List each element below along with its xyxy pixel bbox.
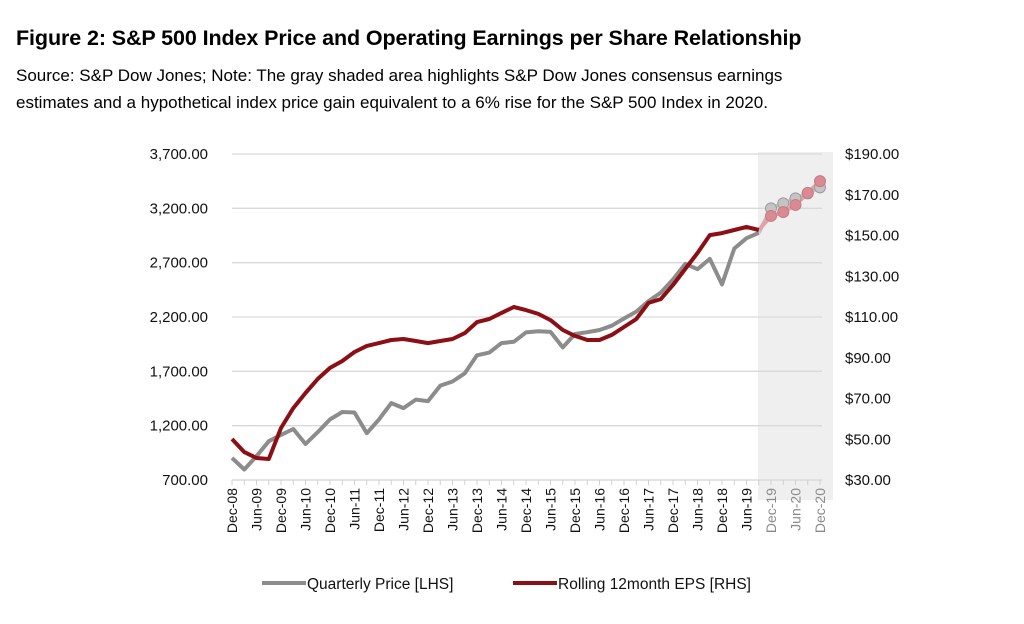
left-axis-tick-label: 2,200.00 (150, 309, 208, 326)
x-axis-tick-label: Jun-12 (396, 488, 412, 531)
x-axis-tick-label: Dec-12 (420, 488, 436, 533)
x-axis-tick-label: Dec-17 (665, 488, 681, 533)
figure-note: Source: S&P Dow Jones; Note: The gray sh… (16, 62, 1016, 116)
left-axis-tick-label: 700.00 (162, 472, 208, 489)
x-axis-tick-label: Jun-15 (543, 488, 559, 531)
left-axis-labels: 3,700.00 3,200.00 2,700.00 2,200.00 1,700.00… (150, 146, 208, 489)
series (230, 175, 826, 472)
price-line (230, 230, 760, 472)
left-axis-tick-label: 3,700.00 (150, 146, 208, 163)
x-axis-tick-label: Dec-09 (273, 488, 289, 533)
x-axis-tick-label: Jun-09 (249, 488, 265, 531)
right-axis-tick-label: $50.00 (845, 431, 891, 448)
x-axis-tick-label: Dec-18 (714, 488, 730, 533)
x-axis-tick-label: Jun-19 (739, 488, 755, 531)
right-axis-tick-label: $110.00 (845, 309, 898, 326)
x-axis: Dec-08 Jun-09 Dec-09 Jun-10 Dec-10 Jun-11 Dec-… (224, 479, 828, 533)
x-axis-tick-label: Dec-20 (812, 488, 828, 533)
figure-title: Figure 2: S&P 500 Index Price and Operat… (16, 26, 802, 50)
eps-projected-marker (789, 198, 802, 211)
x-axis-tick-label: Jun-14 (494, 488, 510, 531)
right-axis-tick-label: $90.00 (845, 350, 891, 367)
left-axis-tick-label: 1,700.00 (150, 363, 208, 380)
x-axis-tick-label: Dec-19 (763, 488, 779, 533)
x-axis-tick-label: Jun-16 (592, 488, 608, 531)
eps-line (230, 224, 760, 461)
x-axis-tick-label: Jun-11 (347, 488, 363, 530)
legend: Quarterly Price [LHS] Rolling 12month EPS… (262, 576, 751, 593)
left-axis-tick-label: 1,200.00 (150, 418, 208, 435)
x-axis-tick-label: Dec-11 (371, 488, 387, 532)
x-axis-tick-label: Dec-13 (469, 488, 485, 533)
x-axis-tick-label: Jun-17 (641, 488, 657, 531)
right-axis-tick-label: $30.00 (845, 472, 891, 489)
right-axis-tick-label: $190.00 (845, 146, 899, 163)
legend-label-eps: Rolling 12month EPS [RHS] (558, 576, 751, 593)
x-axis-tick-label: Dec-16 (616, 488, 632, 533)
right-axis-tick-label: $170.00 (845, 187, 899, 204)
eps-projected-marker (765, 209, 777, 222)
right-axis-tick-label: $70.00 (845, 391, 891, 408)
figure-note-line-1: Source: S&P Dow Jones; Note: The gray sh… (16, 66, 783, 85)
x-axis-tick-label: Jun-10 (298, 488, 314, 531)
right-axis-tick-label: $130.00 (845, 268, 899, 285)
figure-note-line-2: estimates and a hypothetical index price… (16, 93, 768, 112)
x-axis-tick-label: Jun-13 (445, 488, 461, 531)
left-axis-tick-label: 2,700.00 (150, 255, 208, 272)
x-axis-tick-label: Jun-20 (788, 488, 804, 531)
eps-projected-marker (801, 186, 814, 199)
legend-label-price: Quarterly Price [LHS] (307, 576, 453, 593)
left-axis-tick-label: 3,200.00 (150, 200, 208, 217)
eps-projected-marker (777, 206, 790, 219)
right-axis-tick-label: $150.00 (845, 228, 899, 245)
x-axis-tick-label: Dec-08 (224, 488, 240, 533)
x-axis-tick-label: Jun-18 (690, 488, 706, 531)
x-axis-tick-label: Dec-14 (518, 488, 534, 533)
gridlines (232, 153, 822, 481)
x-axis-tick-label: Dec-15 (567, 488, 583, 533)
right-axis-labels: $190.00 $170.00 $150.00 $130.00 $110.00 $90.0… (845, 146, 899, 489)
x-axis-tick-label: Dec-10 (322, 488, 338, 533)
eps-projected-marker (814, 175, 826, 188)
